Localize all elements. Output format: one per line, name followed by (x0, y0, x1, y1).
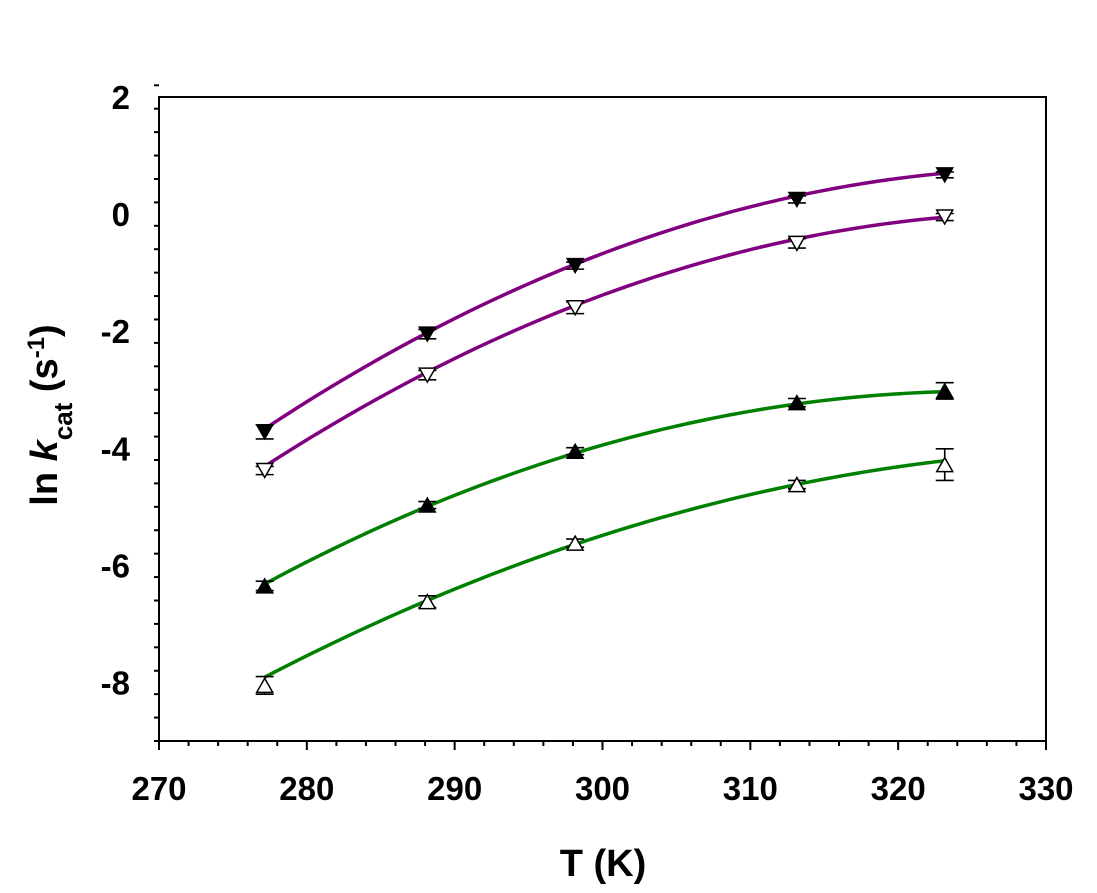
fit-curve-2 (263, 215, 945, 468)
y-axis-title-prefix: ln (24, 461, 66, 505)
data-point-marker (418, 593, 437, 610)
data-point-marker (255, 424, 274, 441)
data-point-marker (418, 496, 437, 513)
data-point-marker (255, 462, 274, 480)
y-tick-label: 2 (112, 79, 130, 116)
x-tick-label: 310 (723, 770, 778, 807)
tick-labels: 270 280 290 300 310 320 330 2 0 -2 -4 -6 -8 (101, 79, 1074, 807)
data-point-marker (418, 326, 437, 343)
data-point-marker (255, 577, 274, 594)
y-tick-label: 0 (112, 196, 130, 233)
x-tick-label: 330 (1018, 770, 1073, 807)
fit-curve-1 (263, 171, 945, 431)
data-point-marker (935, 209, 955, 226)
y-axis-title: ln kcat (s-1) (23, 324, 79, 505)
axes (158, 96, 1047, 742)
x-tick-label: 270 (131, 770, 186, 807)
y-axis-title-unit-close: ) (24, 324, 66, 337)
y-tick-label: -4 (101, 430, 131, 467)
y-axis-title-subscript: cat (48, 402, 78, 440)
data-point-marker (565, 257, 585, 275)
data-markers (255, 167, 955, 694)
data-point-marker (787, 235, 807, 252)
fit-curve-3 (263, 389, 945, 586)
x-tick-label: 280 (279, 770, 334, 807)
x-tick-label: 300 (575, 770, 630, 807)
data-point-marker (935, 382, 955, 399)
data-point-marker (935, 456, 955, 473)
y-tick-label: -6 (101, 547, 130, 584)
data-point-marker (787, 394, 807, 411)
x-axis-title: T (K) (560, 843, 647, 885)
x-tick-label: 320 (871, 770, 926, 807)
x-tick-label: 290 (427, 770, 482, 807)
axis-ticks (154, 84, 1047, 750)
y-axis-title-superscript: -1 (23, 337, 50, 358)
y-axis-title-unit-open: (s (24, 358, 66, 402)
data-point-marker (787, 476, 807, 493)
data-point-marker (565, 534, 585, 551)
error-bars (255, 171, 954, 695)
fit-curve-4 (263, 458, 945, 679)
data-point-marker (565, 300, 585, 317)
y-axis-title-variable: k (24, 438, 66, 461)
data-point-marker (565, 442, 585, 459)
data-point-marker (418, 367, 437, 384)
y-tick-label: -2 (101, 313, 130, 350)
data-point-marker (255, 676, 274, 694)
data-point-marker (787, 191, 807, 208)
data-point-marker (935, 167, 955, 184)
y-tick-label: -8 (101, 664, 130, 701)
plot-frame (158, 96, 1047, 742)
fit-curves (263, 171, 945, 679)
